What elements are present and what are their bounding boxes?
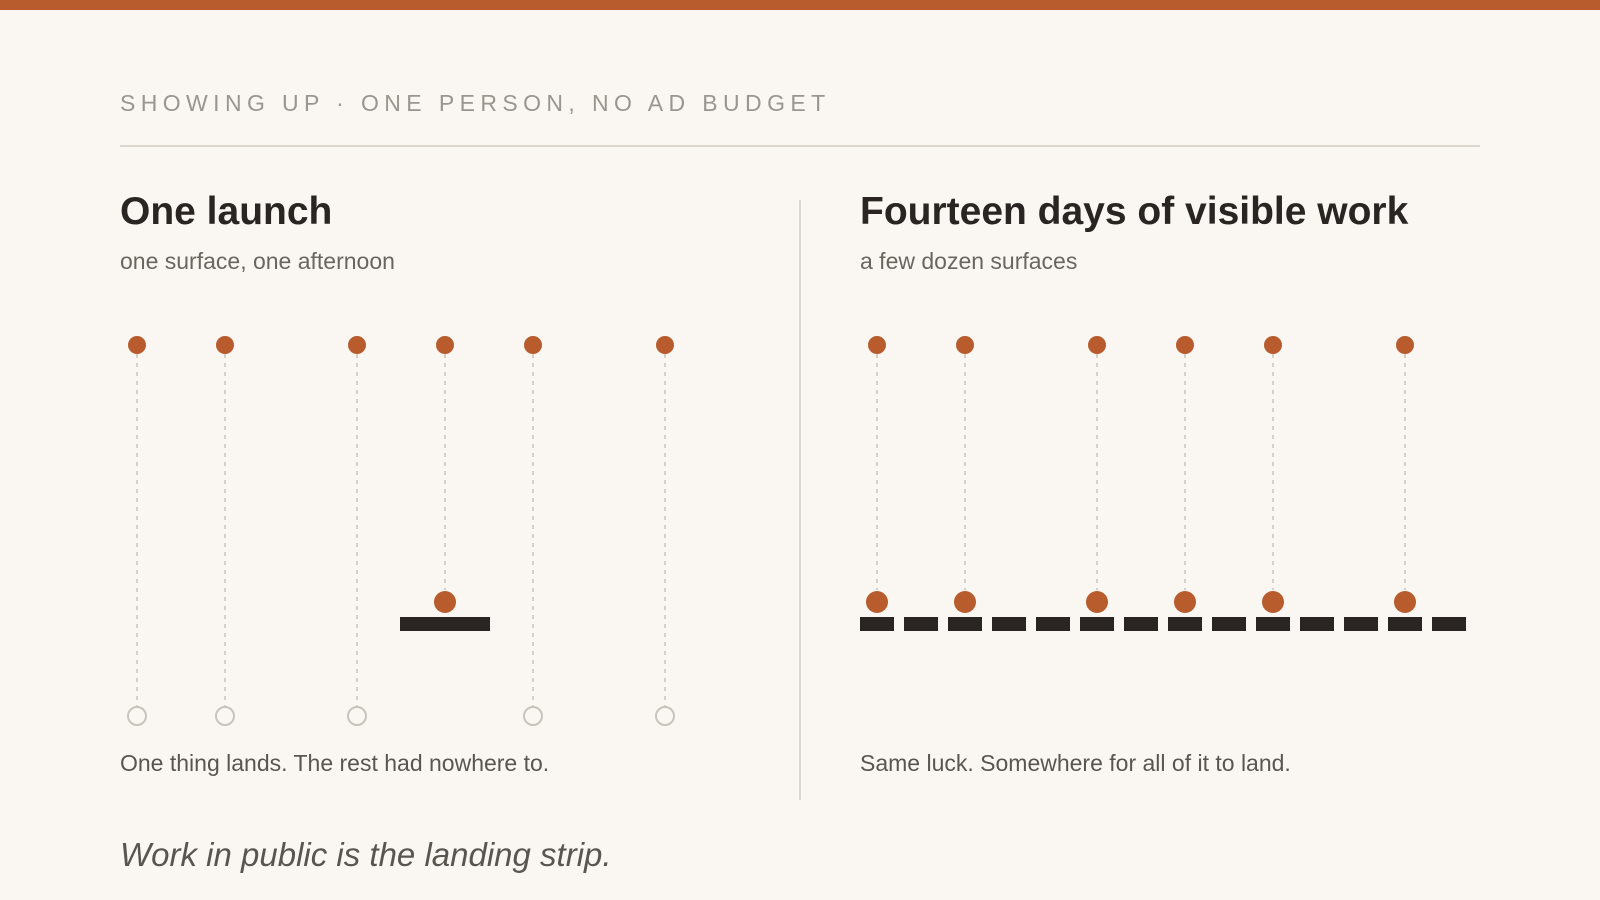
missed-drop-circle [347,706,367,726]
surface-strip [1344,617,1378,631]
drop-start-dot [524,336,542,354]
left-panel-subtitle: one surface, one afternoon [120,248,395,274]
right-panel-title: Fourteen days of visible work [860,190,1409,233]
missed-drop-circle [127,706,147,726]
surface-strip [1212,617,1246,631]
landed-drop-dot [1174,591,1196,613]
landed-drop-dot [1394,591,1416,613]
surface-strip [1124,617,1158,631]
surface-strip [1256,617,1290,631]
surface-strip [1168,617,1202,631]
left-panel-title: One launch [120,190,333,233]
drop-start-dot [1396,336,1414,354]
drop-start-dot [216,336,234,354]
surface-strip [992,617,1026,631]
top-accent-bar [0,0,1600,10]
surface-strip [1080,617,1114,631]
surface-strip [1432,617,1466,631]
takeaway-line: Work in public is the landing strip. [120,836,612,873]
right-panel-caption: Same luck. Somewhere for all of it to la… [860,750,1291,776]
landed-drop-dot [434,591,456,613]
drop-start-dot [656,336,674,354]
missed-drop-circle [523,706,543,726]
header-rule [120,145,1480,147]
surface-strip [860,617,894,631]
drop-start-dot [1088,336,1106,354]
landed-drop-dot [866,591,888,613]
drop-start-dot [956,336,974,354]
surface-strip [400,617,490,631]
surface-strip [1300,617,1334,631]
surface-strip [1036,617,1070,631]
panel-divider [799,200,801,800]
landed-drop-dot [1262,591,1284,613]
drop-start-dot [348,336,366,354]
right-panel-subtitle: a few dozen surfaces [860,248,1078,274]
drop-start-dot [128,336,146,354]
surface-strip [904,617,938,631]
surface-strip [948,617,982,631]
drop-start-dot [436,336,454,354]
drop-start-dot [1264,336,1282,354]
missed-drop-circle [655,706,675,726]
landed-drop-dot [1086,591,1108,613]
drop-start-dot [1176,336,1194,354]
eyebrow-label: SHOWING UP · ONE PERSON, NO AD BUDGET [120,90,831,116]
surface-strip [1388,617,1422,631]
drop-start-dot [868,336,886,354]
left-panel-caption: One thing lands. The rest had nowhere to… [120,750,550,776]
missed-drop-circle [215,706,235,726]
landed-drop-dot [954,591,976,613]
